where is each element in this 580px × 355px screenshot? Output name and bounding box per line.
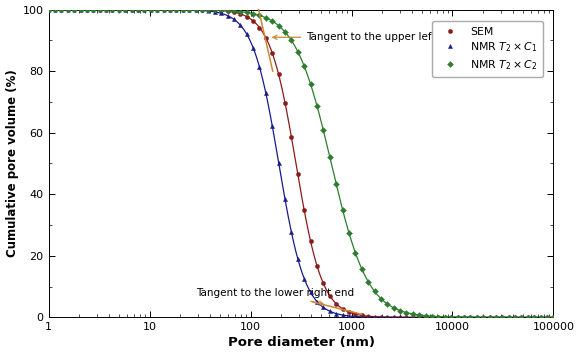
NMR $T_2\times C_2$	[320, 128, 327, 132]
NMR $T_2\times C_2$	[422, 313, 429, 318]
SEM	[243, 15, 250, 19]
NMR $T_2\times C_1$	[256, 65, 263, 69]
NMR $T_2\times C_1$	[300, 277, 307, 281]
NMR $T_2\times C_1$	[243, 32, 250, 36]
Text: Tangent to the lower right end: Tangent to the lower right end	[196, 288, 354, 305]
SEM	[237, 12, 244, 16]
SEM	[262, 36, 269, 40]
NMR $T_2\times C_1$	[262, 91, 269, 95]
NMR $T_2\times C_1$	[333, 311, 340, 316]
Line: NMR $T_2\times C_1$: NMR $T_2\times C_1$	[213, 10, 345, 317]
NMR $T_2\times C_2$	[288, 38, 295, 43]
SEM	[224, 9, 231, 13]
X-axis label: Pore diameter (nm): Pore diameter (nm)	[227, 337, 375, 349]
NMR $T_2\times C_1$	[339, 313, 346, 317]
NMR $T_2\times C_1$	[249, 45, 256, 50]
NMR $T_2\times C_2$	[333, 182, 340, 186]
NMR $T_2\times C_2$	[416, 313, 423, 317]
NMR $T_2\times C_2$	[346, 231, 353, 235]
SEM	[281, 101, 288, 105]
NMR $T_2\times C_2$	[378, 296, 385, 301]
NMR $T_2\times C_2$	[307, 82, 314, 86]
NMR $T_2\times C_2$	[262, 16, 269, 20]
NMR $T_2\times C_2$	[249, 11, 256, 16]
NMR $T_2\times C_2$	[275, 23, 282, 28]
NMR $T_2\times C_2$	[256, 13, 263, 17]
NMR $T_2\times C_2$	[243, 10, 250, 15]
NMR $T_2\times C_2$	[397, 308, 404, 313]
NMR $T_2\times C_1$	[307, 290, 314, 294]
NMR $T_2\times C_2$	[403, 310, 410, 315]
NMR $T_2\times C_1$	[327, 309, 333, 313]
SEM	[352, 312, 359, 316]
Y-axis label: Cumulative pore volume (%): Cumulative pore volume (%)	[6, 70, 19, 257]
NMR $T_2\times C_1$	[314, 299, 321, 304]
NMR $T_2\times C_1$	[237, 23, 244, 27]
Text: Tangent to the upper left end: Tangent to the upper left end	[273, 32, 459, 42]
SEM	[249, 19, 256, 23]
NMR $T_2\times C_2$	[409, 312, 416, 316]
SEM	[288, 135, 295, 139]
NMR $T_2\times C_1$	[294, 257, 301, 261]
NMR $T_2\times C_2$	[352, 251, 359, 255]
NMR $T_2\times C_1$	[224, 13, 231, 18]
Line: SEM: SEM	[226, 9, 364, 317]
NMR $T_2\times C_2$	[365, 279, 372, 284]
NMR $T_2\times C_2$	[294, 50, 301, 54]
NMR $T_2\times C_1$	[211, 10, 218, 14]
NMR $T_2\times C_2$	[358, 267, 365, 271]
NMR $T_2\times C_1$	[218, 11, 224, 16]
NMR $T_2\times C_2$	[237, 10, 244, 14]
SEM	[300, 208, 307, 212]
Legend: SEM, NMR $T_2\times C_1$, NMR $T_2\times C_2$: SEM, NMR $T_2\times C_1$, NMR $T_2\times…	[432, 21, 543, 77]
SEM	[294, 172, 301, 176]
NMR $T_2\times C_1$	[230, 17, 237, 21]
SEM	[269, 51, 276, 55]
SEM	[307, 239, 314, 244]
SEM	[339, 307, 346, 311]
SEM	[346, 310, 353, 314]
SEM	[314, 264, 321, 268]
NMR $T_2\times C_2$	[269, 19, 276, 23]
SEM	[327, 294, 333, 298]
NMR $T_2\times C_2$	[339, 208, 346, 212]
NMR $T_2\times C_1$	[320, 305, 327, 310]
SEM	[256, 26, 263, 30]
Line: NMR $T_2\times C_2$: NMR $T_2\times C_2$	[238, 10, 427, 318]
NMR $T_2\times C_2$	[327, 155, 333, 159]
SEM	[230, 10, 237, 15]
NMR $T_2\times C_1$	[281, 197, 288, 202]
NMR $T_2\times C_1$	[275, 160, 282, 165]
NMR $T_2\times C_2$	[314, 104, 321, 108]
SEM	[333, 301, 340, 306]
SEM	[320, 282, 327, 286]
NMR $T_2\times C_2$	[371, 289, 378, 293]
NMR $T_2\times C_2$	[384, 302, 391, 306]
SEM	[275, 72, 282, 77]
NMR $T_2\times C_1$	[288, 230, 295, 234]
NMR $T_2\times C_2$	[390, 306, 397, 310]
NMR $T_2\times C_2$	[281, 30, 288, 34]
NMR $T_2\times C_2$	[300, 64, 307, 68]
SEM	[358, 313, 365, 317]
NMR $T_2\times C_1$	[269, 124, 276, 128]
